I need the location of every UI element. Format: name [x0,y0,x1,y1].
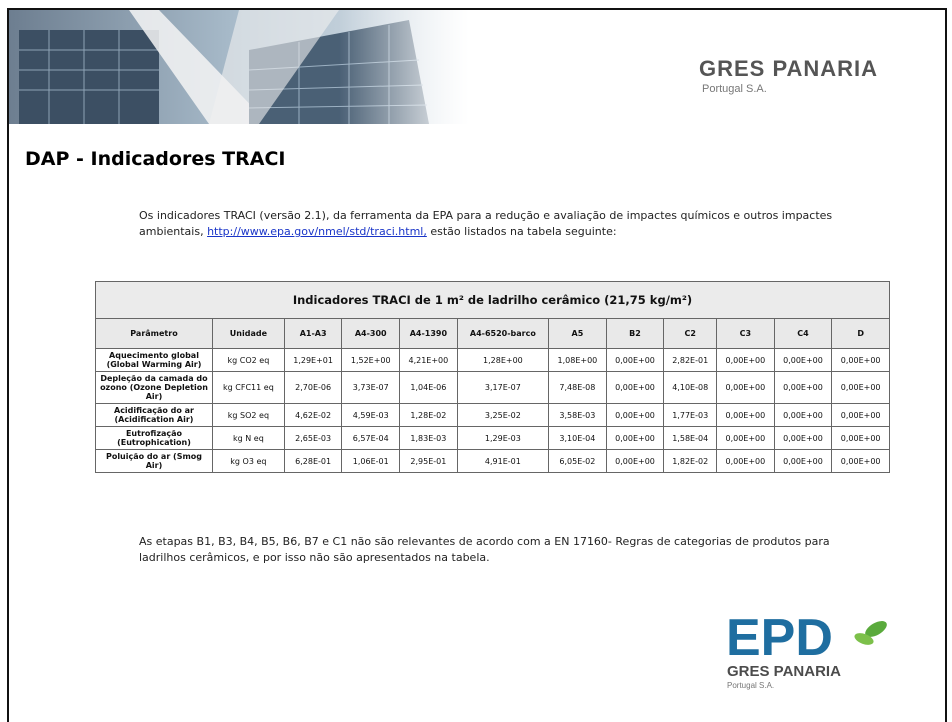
table-cell: 3,73E-07 [342,372,400,404]
table-cell: kg CFC11 eq [213,372,285,404]
table-cell: 0,00E+00 [832,427,890,450]
table-cell: 1,08E+00 [549,349,607,372]
epd-logo-mark: EPD [724,605,894,665]
column-header: A1-A3 [284,319,342,349]
table-cell: kg CO2 eq [213,349,285,372]
epd-logo: EPD GRES PANARIA Portugal S.A. [724,605,894,705]
table-row: Aquecimento global (Global Warming Air)k… [96,349,890,372]
link[interactable]: http://www.epa.gov/nmel/std/traci.html, [207,225,427,238]
table-row: Acidificação do ar (Acidification Air)kg… [96,404,890,427]
table-cell: 0,00E+00 [606,372,664,404]
brand-name: GRES PANARIA [699,56,878,82]
caption-row: Indicadores TRACI de 1 m² de ladrilho ce… [96,282,890,319]
table-cell: 2,70E-06 [284,372,342,404]
parameter-cell: Acidificação do ar (Acidification Air) [96,404,213,427]
table-cell: 6,05E-02 [549,450,607,473]
table-cell: 0,00E+00 [717,372,775,404]
brand-subtitle: Portugal S.A. [702,83,767,95]
table-cell: 0,00E+00 [717,427,775,450]
table-cell: 0,00E+00 [717,404,775,427]
table-cell: 1,83E-03 [400,427,458,450]
table-cell: 1,28E-02 [400,404,458,427]
column-header: A4-6520-barco [457,319,548,349]
table-cell: 0,00E+00 [832,372,890,404]
table-cell: 2,65E-03 [284,427,342,450]
column-header: C2 [664,319,717,349]
table-cell: kg SO2 eq [213,404,285,427]
table-cell: 0,00E+00 [832,404,890,427]
epd-text: EPD [726,609,833,665]
slide-title: DAP - Indicadores TRACI [25,148,285,170]
table-cell: 0,00E+00 [717,349,775,372]
table-cell: 0,00E+00 [832,450,890,473]
data-table: Indicadores TRACI de 1 m² de ladrilho ce… [95,281,890,473]
parameter-cell: Aquecimento global (Global Warming Air) [96,349,213,372]
column-header: Parâmetro [96,319,213,349]
table-cell: 4,91E-01 [457,450,548,473]
table-cell: 1,29E-03 [457,427,548,450]
table-cell: 0,00E+00 [717,450,775,473]
table-cell: 0,00E+00 [832,349,890,372]
table-caption: Indicadores TRACI de 1 m² de ladrilho ce… [96,282,890,319]
table-cell: 3,17E-07 [457,372,548,404]
table-cell: 6,57E-04 [342,427,400,450]
table-cell: 0,00E+00 [606,450,664,473]
column-header: A4-1390 [400,319,458,349]
column-header: C3 [717,319,775,349]
epd-brand-sub: Portugal S.A. [727,681,774,690]
table-cell: 0,00E+00 [774,372,832,404]
table-cell: 0,00E+00 [774,427,832,450]
table-cell: 1,06E-01 [342,450,400,473]
table-cell: 1,29E+01 [284,349,342,372]
parameter-cell: Eutrofização (Eutrophication) [96,427,213,450]
table-cell: 2,95E-01 [400,450,458,473]
table-cell: kg O3 eq [213,450,285,473]
table-cell: 3,25E-02 [457,404,548,427]
note: As etapas B1, B3, B4, B5, B6, B7 e C1 nã… [139,534,859,566]
table-cell: 1,28E+00 [457,349,548,372]
column-header: B2 [606,319,664,349]
intro-text-end: estão listados na tabela seguinte: [427,225,617,238]
page: GRES PANARIA Portugal S.A. DAP - Indicad… [0,0,952,722]
epd-brand: GRES PANARIA [727,663,841,680]
slide: GRES PANARIA Portugal S.A. DAP - Indicad… [7,8,947,722]
table-cell: 3,58E-03 [549,404,607,427]
table-cell: 4,62E-02 [284,404,342,427]
table-cell: 7,48E-08 [549,372,607,404]
table-cell: 0,00E+00 [606,427,664,450]
table-cell: 2,82E-01 [664,349,717,372]
parameter-cell: Depleção da camada do ozono (Ozone Deple… [96,372,213,404]
parameter-cell: Poluição do ar (Smog Air) [96,450,213,473]
table-cell: 0,00E+00 [606,349,664,372]
intro-text: Os indicadores TRACI (versão 2.1), da fe… [139,208,859,240]
table-cell: 4,10E-08 [664,372,717,404]
table-cell: 0,00E+00 [774,404,832,427]
column-header: A5 [549,319,607,349]
table-cell: 3,10E-04 [549,427,607,450]
table-cell: 0,00E+00 [774,450,832,473]
table-cell: 1,77E-03 [664,404,717,427]
table-cell: 4,21E+00 [400,349,458,372]
column-header: C4 [774,319,832,349]
table-cell: 1,82E-02 [664,450,717,473]
table-cell: 6,28E-01 [284,450,342,473]
table-cell: kg N eq [213,427,285,450]
column-header: Unidade [213,319,285,349]
table-cell: 1,52E+00 [342,349,400,372]
table-cell: 0,00E+00 [606,404,664,427]
table-cell: 1,58E-04 [664,427,717,450]
table-cell: 1,04E-06 [400,372,458,404]
table-cell: 0,00E+00 [774,349,832,372]
column-header: A4-300 [342,319,400,349]
table-cell: 4,59E-03 [342,404,400,427]
table-row: Depleção da camada do ozono (Ozone Deple… [96,372,890,404]
column-header: D [832,319,890,349]
